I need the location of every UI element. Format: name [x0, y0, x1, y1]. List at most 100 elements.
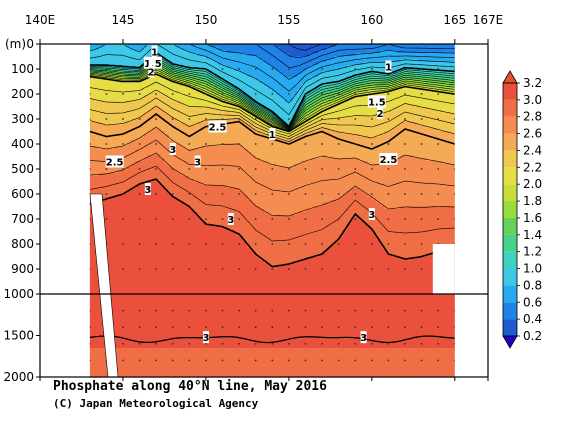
- field-cell: [205, 318, 211, 324]
- field-cell: [131, 50, 137, 54]
- field-cell: [164, 71, 170, 75]
- field-cell: [172, 302, 178, 308]
- field-cell: [284, 245, 290, 249]
- field-cell: [218, 86, 224, 90]
- field-cell: [143, 260, 149, 264]
- field-cell: [247, 56, 253, 60]
- field-cell: [143, 143, 149, 147]
- field-cell: [89, 179, 95, 183]
- field-cell: [264, 323, 269, 328]
- field-cell: [110, 65, 116, 69]
- field-cell: [118, 269, 124, 273]
- field-cell: [139, 272, 145, 276]
- field-cell: [152, 272, 157, 276]
- field-cell: [193, 302, 199, 308]
- field-cell: [156, 239, 161, 243]
- field-cell: [114, 179, 120, 183]
- field-cell: [139, 335, 145, 341]
- field-cell: [147, 356, 153, 361]
- field-cell: [110, 284, 116, 288]
- field-cell: [264, 71, 269, 75]
- field-cell: [152, 173, 157, 177]
- field-cell: [193, 269, 199, 273]
- field-cell: [102, 149, 107, 153]
- field-cell: [114, 212, 120, 216]
- field-cell: [118, 191, 124, 195]
- field-cell: [168, 257, 174, 261]
- field-cell: [185, 167, 190, 171]
- field-cell: [139, 107, 145, 111]
- field-cell: [98, 372, 103, 378]
- field-cell: [164, 248, 170, 252]
- field-cell: [127, 122, 132, 126]
- field-cell: [247, 146, 253, 150]
- field-cell: [264, 152, 269, 156]
- field-cell: [122, 89, 128, 93]
- field-cell: [222, 251, 228, 255]
- field-cell: [280, 327, 286, 332]
- field-cell: [201, 306, 207, 312]
- field-cell: [259, 101, 265, 105]
- field-cell: [255, 260, 261, 264]
- field-cell: [176, 164, 182, 168]
- field-cell: [102, 128, 107, 132]
- field-cell: [210, 242, 215, 246]
- field-cell: [255, 206, 261, 210]
- field-cell: [243, 272, 249, 276]
- field-cell: [210, 248, 215, 252]
- field-cell: [239, 260, 244, 264]
- field-cell: [118, 248, 124, 252]
- field-cell: [168, 284, 174, 288]
- field-cell: [230, 314, 236, 320]
- field-cell: [156, 167, 161, 171]
- field-cell: [193, 257, 199, 261]
- field-cell: [230, 116, 236, 120]
- field-cell: [143, 170, 149, 174]
- field-cell: [251, 83, 257, 87]
- field-cell: [251, 95, 257, 99]
- field-cell: [222, 140, 228, 144]
- field-cell: [230, 176, 236, 180]
- field-cell: [143, 251, 149, 255]
- field-cell: [185, 233, 190, 237]
- field-cell: [201, 152, 207, 156]
- field-cell: [181, 364, 186, 370]
- field-cell: [160, 263, 166, 267]
- field-cell: [122, 227, 128, 231]
- field-cell: [160, 68, 166, 72]
- field-cell: [197, 62, 203, 66]
- field-cell: [118, 185, 124, 189]
- field-cell: [189, 327, 195, 332]
- field-cell: [205, 360, 211, 366]
- field-cell: [268, 233, 273, 237]
- field-cell: [185, 360, 190, 366]
- field-cell: [110, 287, 116, 291]
- field-cell: [218, 215, 224, 219]
- field-cell: [135, 59, 141, 63]
- field-cell: [172, 203, 178, 207]
- field-cell: [110, 152, 116, 156]
- field-cell: [185, 44, 190, 48]
- field-cell: [247, 77, 253, 81]
- field-cell: [172, 360, 178, 366]
- field-cell: [135, 263, 141, 267]
- field-cell: [176, 143, 182, 147]
- field-cell: [160, 137, 166, 141]
- field-cell: [147, 254, 153, 258]
- field-cell: [226, 188, 232, 192]
- field-cell: [102, 372, 107, 378]
- field-cell: [251, 227, 257, 231]
- field-cell: [259, 242, 265, 246]
- field-cell: [222, 257, 228, 261]
- field-cell: [255, 86, 261, 90]
- field-cell: [118, 356, 124, 361]
- field-cell: [280, 95, 286, 99]
- field-cell: [197, 65, 203, 69]
- field-cell: [139, 155, 145, 159]
- field-cell: [218, 352, 224, 357]
- field-cell: [226, 200, 232, 204]
- field-cell: [251, 194, 257, 198]
- field-cell: [210, 86, 215, 90]
- field-cell: [247, 248, 253, 252]
- field-cell: [268, 158, 273, 162]
